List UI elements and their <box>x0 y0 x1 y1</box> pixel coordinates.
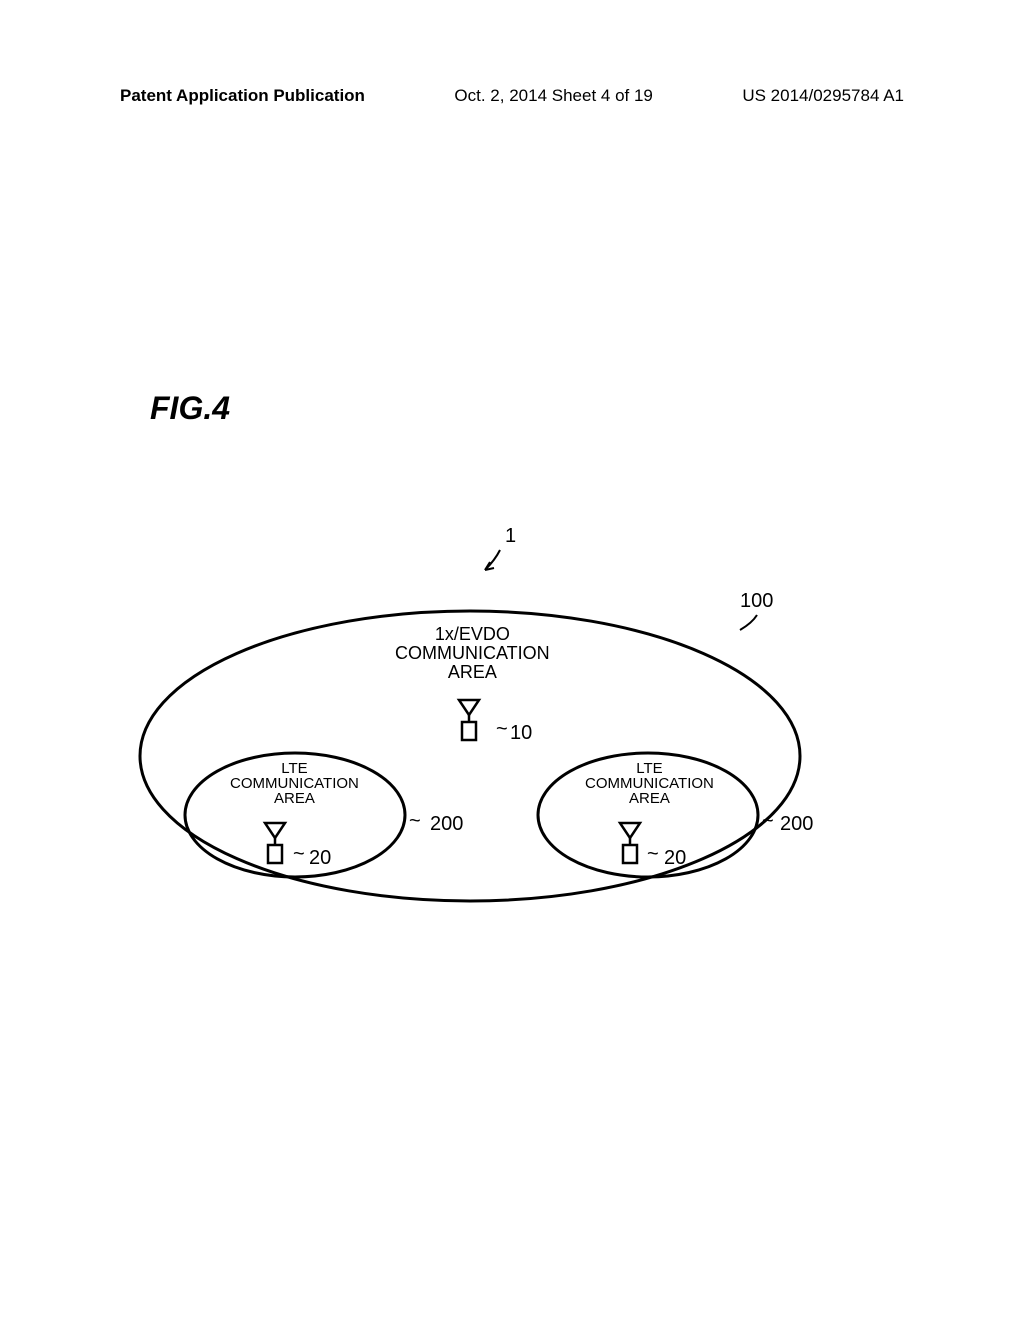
lte-right-line3: AREA <box>585 791 714 806</box>
label-100: 100 <box>740 590 773 613</box>
tilde-20-left: ~ <box>293 843 305 866</box>
main-area-line3: AREA <box>395 663 550 682</box>
main-area-line2: COMMUNICATION <box>395 644 550 663</box>
tilde-10: ~ <box>496 718 508 741</box>
header-left-text: Patent Application Publication <box>120 86 365 106</box>
page-header: Patent Application Publication Oct. 2, 2… <box>0 86 1024 106</box>
lte-left-line2: COMMUNICATION <box>230 776 359 791</box>
tilde-20-right: ~ <box>647 843 659 866</box>
arrow-1-icon <box>485 550 500 570</box>
lte-left-text: LTE COMMUNICATION AREA <box>230 761 359 806</box>
header-right-text: US 2014/0295784 A1 <box>742 86 904 106</box>
lte-right-line2: COMMUNICATION <box>585 776 714 791</box>
label-200-left: 200 <box>430 813 463 836</box>
main-area-text: 1x/EVDO COMMUNICATION AREA <box>395 625 550 682</box>
lte-left-line3: AREA <box>230 791 359 806</box>
lte-right-line1: LTE <box>585 761 714 776</box>
tilde-200-left: ~ <box>409 810 421 833</box>
lte-right-text: LTE COMMUNICATION AREA <box>585 761 714 806</box>
antenna-10-icon <box>459 700 479 740</box>
lte-left-line1: LTE <box>230 761 359 776</box>
label-1: 1 <box>505 525 516 548</box>
antenna-20-right-icon <box>620 823 640 863</box>
diagram-svg <box>0 510 1024 1010</box>
label-10: 10 <box>510 722 532 745</box>
figure-label: FIG.4 <box>150 390 230 427</box>
label-20-left: 20 <box>309 847 331 870</box>
main-area-line1: 1x/EVDO <box>395 625 550 644</box>
label-20-right: 20 <box>664 847 686 870</box>
tilde-200-right: ~ <box>762 810 774 833</box>
label-200-right: 200 <box>780 813 813 836</box>
leader-100-icon <box>740 615 757 630</box>
header-center-text: Oct. 2, 2014 Sheet 4 of 19 <box>454 86 652 106</box>
antenna-20-left-icon <box>265 823 285 863</box>
